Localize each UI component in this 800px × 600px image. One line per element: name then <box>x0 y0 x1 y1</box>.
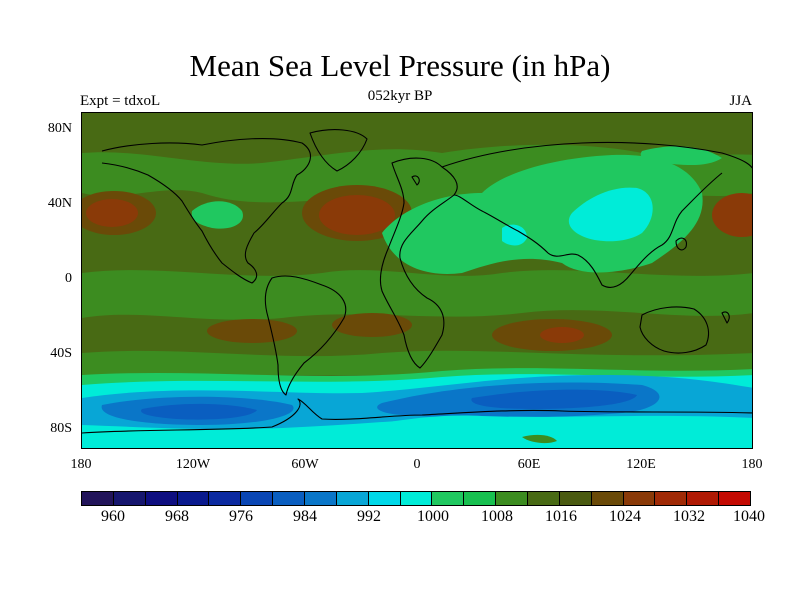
colorbar-swatch <box>241 492 274 505</box>
coastline-south-america <box>264 275 347 396</box>
colorbar-swatch <box>687 492 720 505</box>
lat-tick-label: 40S <box>50 346 72 361</box>
season-label: JJA <box>729 93 752 109</box>
colorbar-label: 960 <box>101 508 125 525</box>
southern-low-indian-core <box>471 389 637 409</box>
southern-low-pacific-core <box>141 403 257 420</box>
low-region-arctic-green <box>640 146 722 166</box>
colorbar-label: 1000 <box>417 508 449 525</box>
colorbar-label: 1024 <box>609 508 641 525</box>
high-cell-east-pacific <box>712 193 752 237</box>
lon-tick-label: 0 <box>413 457 421 472</box>
lat-tick-label: 80N <box>47 121 72 136</box>
experiment-label: Expt = tdxoL <box>80 93 161 109</box>
colorbar-swatch <box>82 492 114 505</box>
colorbar-swatch <box>305 492 337 505</box>
lat-tick-label: 0 <box>65 271 72 286</box>
low-region-america <box>191 201 243 229</box>
colorbar-label: 992 <box>357 508 381 525</box>
colorbar-label: 968 <box>165 508 189 525</box>
colorbar-swatch <box>591 492 624 505</box>
coastline-north-america <box>101 138 311 284</box>
lon-tick-label: 120E <box>626 457 656 472</box>
high-cell-north-atlantic-core <box>319 195 395 235</box>
lon-tick-label: 60W <box>291 457 319 472</box>
colorbar-label: 1008 <box>481 508 513 525</box>
lon-tick-label: 180 <box>70 457 92 472</box>
colorbar-label: 1040 <box>733 508 765 525</box>
colorbar-swatch <box>655 492 688 505</box>
colorbar-swatch <box>432 492 465 505</box>
coastlines <box>82 129 752 434</box>
antarctic-field-green-spot <box>522 434 557 444</box>
colorbar-swatch <box>145 492 178 505</box>
colorbar-label: 1032 <box>673 508 705 525</box>
colorbar-swatch <box>368 492 401 505</box>
coastline-greenland <box>309 129 368 172</box>
coastline-islands <box>411 175 730 324</box>
high-cell-indian-ocean-core <box>540 327 584 343</box>
mid-pressure-band-tropics <box>82 270 752 320</box>
pressure-map-svg <box>82 113 752 448</box>
chart-title: Mean Sea Level Pressure (in hPa) <box>189 48 611 83</box>
coastline-australia <box>639 306 710 354</box>
chart-subtitle: 052kyr BP <box>367 88 433 104</box>
lon-tick-label: 60E <box>517 457 541 472</box>
colorbar-swatch <box>496 492 529 505</box>
colorbar-label: 984 <box>293 508 317 525</box>
colorbar-swatch <box>209 492 242 505</box>
antarctic-field <box>82 415 752 448</box>
lat-tick-label: 80S <box>50 421 72 436</box>
high-cell-north-pacific-core <box>86 199 138 227</box>
low-region-asia-africa <box>382 154 703 274</box>
colorbar-swatch <box>113 492 146 505</box>
lon-tick-label: 120W <box>175 457 211 472</box>
coastline-antarctica <box>82 398 752 434</box>
low-core-arabia <box>502 224 527 246</box>
colorbar-swatch <box>400 492 433 505</box>
colorbar-swatch <box>464 492 497 505</box>
coastline-asia <box>441 141 752 288</box>
pressure-map <box>81 112 753 449</box>
high-cell-south-atlantic <box>332 313 412 337</box>
colorbar-swatch <box>177 492 210 505</box>
colorbar-label: 1016 <box>545 508 577 525</box>
colorbar-swatch <box>559 492 592 505</box>
colorbar-swatch <box>719 492 751 505</box>
low-core-asia <box>568 187 653 242</box>
colorbar-swatch <box>336 492 369 505</box>
high-cell-south-pacific <box>207 319 297 343</box>
colorbar-swatch <box>623 492 656 505</box>
colorbar-swatch <box>528 492 560 505</box>
colorbar <box>81 491 751 506</box>
colorbar-swatch <box>273 492 306 505</box>
colorbar-label: 976 <box>229 508 253 525</box>
lat-tick-label: 40N <box>47 196 72 211</box>
mid-pressure-band-south <box>82 350 752 375</box>
lon-tick-label: 180 <box>741 457 763 472</box>
